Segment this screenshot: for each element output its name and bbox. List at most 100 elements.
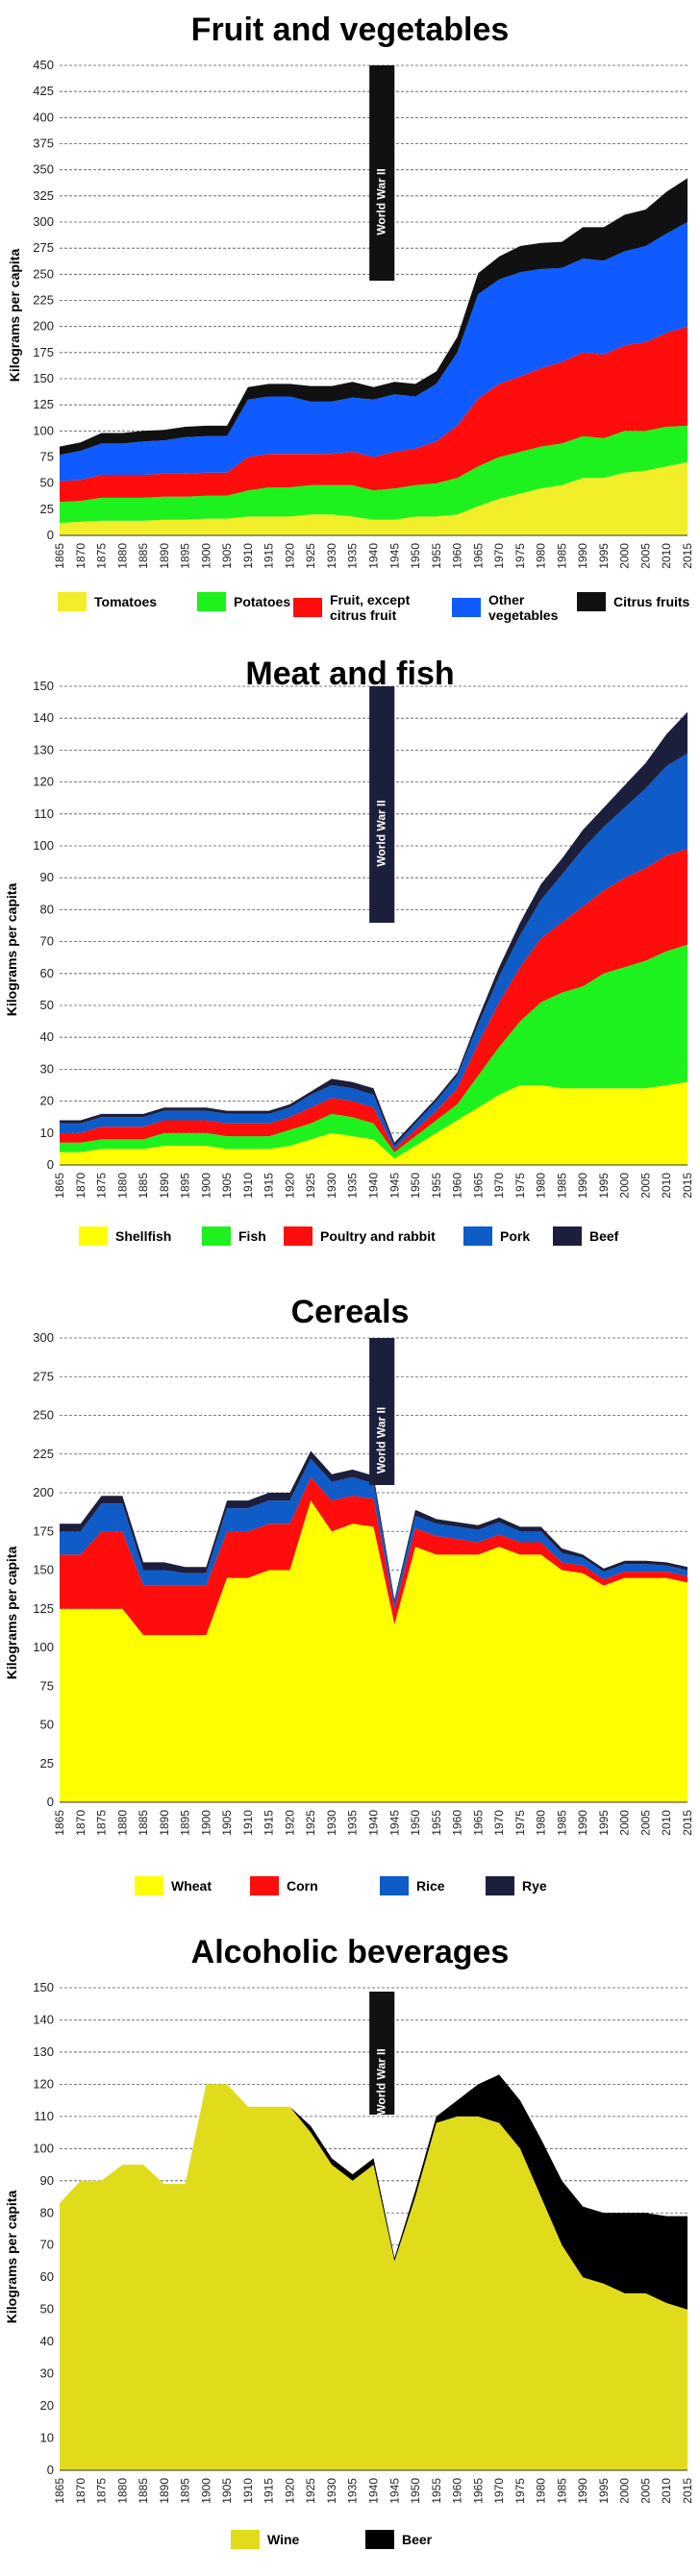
y-tick-label: 0	[47, 528, 54, 542]
y-tick-label: 150	[33, 679, 54, 693]
x-tick-label: 1905	[220, 2478, 234, 2504]
x-tick-label: 1875	[95, 1810, 109, 1836]
legend: Wine Beer	[0, 2526, 700, 2564]
x-tick-label: 1930	[325, 1173, 338, 1199]
y-tick-label: 110	[34, 806, 54, 821]
x-tick-label: 1945	[388, 543, 401, 569]
y-tick-label: 175	[33, 1523, 54, 1538]
legend-label: Corn	[287, 1878, 318, 1894]
y-tick-label: 30	[40, 1061, 54, 1076]
y-tick-label: 0	[47, 2463, 54, 2477]
y-tick-label: 125	[33, 1601, 54, 1616]
legend-item: Pork	[463, 1226, 530, 1246]
legend-label: Rice	[416, 1878, 445, 1894]
x-tick-label: 1980	[535, 1173, 548, 1199]
area-chart-fruit-vegetables: 0 25 50 75 100 125 150 175 200 225 250 275 300 325 350…	[33, 58, 694, 569]
legend-label: Tomatoes	[94, 594, 158, 609]
y-tick-label: 425	[33, 84, 54, 98]
y-tick-label: 40	[40, 2334, 54, 2348]
y-tick-label: 70	[40, 2238, 54, 2252]
legend-label: Wheat	[171, 1878, 212, 1894]
x-tick-label: 2005	[638, 543, 652, 569]
legend-swatch	[553, 1226, 582, 1246]
legend-item: Beer	[365, 2530, 432, 2549]
x-tick-label: 2015	[681, 543, 694, 569]
chart-panel-fruit-vegetables: Fruit and vegetables Kilograms per capit…	[0, 0, 700, 644]
legend-item: Poultry and rabbit	[284, 1226, 436, 1246]
y-tick-label: 80	[40, 2205, 54, 2219]
y-tick-label: 100	[33, 423, 54, 437]
legend-label: Fruit, except citrus fruit	[330, 592, 411, 623]
area-chart-cereals: 0 25 50 75 100 125 150 175 200 225 250 275 300 1865 18…	[33, 1330, 694, 1836]
legend-swatch	[293, 598, 322, 617]
y-tick-label: 250	[33, 266, 54, 281]
world-war-ii-band	[369, 686, 395, 923]
legend-item: Other vegetables	[452, 592, 558, 623]
y-tick-label: 50	[40, 1718, 54, 1732]
legend-swatch	[135, 1876, 163, 1895]
x-tick-label: 1980	[535, 543, 548, 569]
legend-label: Beef	[589, 1228, 619, 1244]
area-series-4	[60, 178, 688, 456]
x-tick-label: 1955	[430, 543, 443, 569]
y-tick-label: 70	[40, 934, 54, 949]
world-war-ii-band	[369, 1992, 395, 2115]
legend-label: Poultry and rabbit	[320, 1228, 436, 1244]
legend-swatch	[58, 592, 87, 611]
y-tick-label: 10	[40, 2431, 54, 2445]
area-series-1	[60, 1476, 688, 1636]
x-tick-label: 1995	[597, 543, 611, 569]
y-tick-label: 140	[33, 2012, 54, 2026]
x-tick-label: 2000	[618, 2478, 632, 2504]
x-tick-label: 1950	[409, 1173, 422, 1199]
x-tick-label: 1930	[325, 2478, 338, 2504]
x-tick-label: 1930	[325, 1810, 338, 1836]
x-tick-label: 1890	[158, 543, 171, 569]
legend-swatch	[231, 2530, 260, 2549]
area-series-2	[60, 1458, 688, 1609]
x-tick-label: 1865	[53, 543, 66, 569]
legend-item: Fish	[202, 1226, 266, 1246]
y-tick-label: 25	[40, 502, 54, 516]
x-tick-label: 2005	[638, 1810, 652, 1836]
y-tick-label: 60	[40, 2269, 54, 2284]
x-tick-label: 1900	[199, 1810, 212, 1836]
x-tick-label: 1900	[199, 543, 212, 569]
x-tick-label: 1960	[451, 543, 464, 569]
y-tick-label: 75	[40, 1678, 54, 1693]
chart-title: Cereals	[290, 1294, 410, 1330]
legend-label: Wine	[267, 2532, 300, 2547]
x-tick-label: 1990	[576, 1173, 589, 1199]
y-tick-label: 75	[40, 450, 54, 464]
x-tick-label: 1950	[409, 1810, 422, 1836]
y-tick-label: 225	[33, 293, 54, 308]
y-tick-label: 90	[40, 2173, 54, 2188]
area-series-1	[60, 944, 688, 1159]
x-tick-label: 1915	[262, 543, 276, 569]
y-tick-label: 275	[33, 1369, 54, 1383]
x-tick-label: 1975	[513, 1810, 527, 1836]
chart-panel-alcoholic-beverages: Alcoholic beverages Kilograms per capita…	[0, 1932, 700, 2576]
legend-swatch	[380, 1876, 409, 1895]
x-tick-label: 1955	[430, 1810, 443, 1836]
x-tick-label: 1875	[95, 1173, 109, 1199]
x-tick-label: 1895	[179, 2478, 192, 2504]
area-series-3	[60, 222, 688, 482]
legend: Shellfish Fish Poultry and rabbit Pork Beef	[0, 1223, 700, 1261]
world-war-ii-label: World War II	[374, 168, 388, 235]
x-tick-label: 1985	[555, 1173, 568, 1199]
x-tick-label: 1900	[199, 1173, 212, 1199]
y-tick-label: 325	[33, 188, 54, 203]
y-tick-label: 0	[47, 1157, 54, 1172]
x-tick-label: 1865	[53, 1810, 66, 1836]
x-tick-label: 1970	[492, 543, 506, 569]
world-war-ii-label: World War II	[374, 2048, 388, 2115]
x-tick-label: 1985	[555, 2478, 568, 2504]
legend-label: Citrus fruits	[613, 594, 690, 609]
y-tick-label: 120	[33, 775, 54, 789]
y-tick-label: 200	[33, 319, 54, 334]
x-tick-label: 1910	[241, 543, 255, 569]
chart-panel-cereals: Cereals Kilograms per capita 0 25 50 75 100 1…	[0, 1288, 700, 1932]
x-tick-label: 1935	[346, 543, 360, 569]
y-tick-label: 50	[40, 476, 54, 490]
